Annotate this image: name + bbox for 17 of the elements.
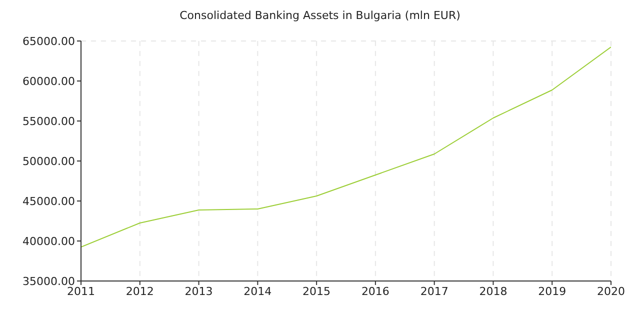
y-tick-label: 50000.00 [22, 154, 75, 168]
x-tick-label: 2018 [479, 284, 508, 298]
chart-title: Consolidated Banking Assets in Bulgaria (mln EUR) [178, 9, 462, 22]
y-tick-label: 55000.00 [22, 114, 75, 128]
y-tick-label: 60000.00 [22, 74, 75, 88]
x-tick-label: 2016 [361, 284, 390, 298]
y-tick-label: 65000.00 [22, 34, 75, 48]
x-tick-label: 2014 [244, 284, 272, 298]
y-tick-label: 40000.00 [22, 234, 75, 248]
x-tick-label: 2019 [538, 284, 566, 298]
line-series [81, 46, 611, 248]
y-tick-label: 45000.00 [22, 194, 75, 208]
x-tick-label: 2020 [597, 284, 625, 298]
x-tick-label: 2015 [302, 284, 331, 298]
x-tick-label: 2017 [420, 284, 448, 298]
x-tick-label: 2013 [184, 284, 213, 298]
x-tick-label: 2012 [126, 284, 154, 298]
